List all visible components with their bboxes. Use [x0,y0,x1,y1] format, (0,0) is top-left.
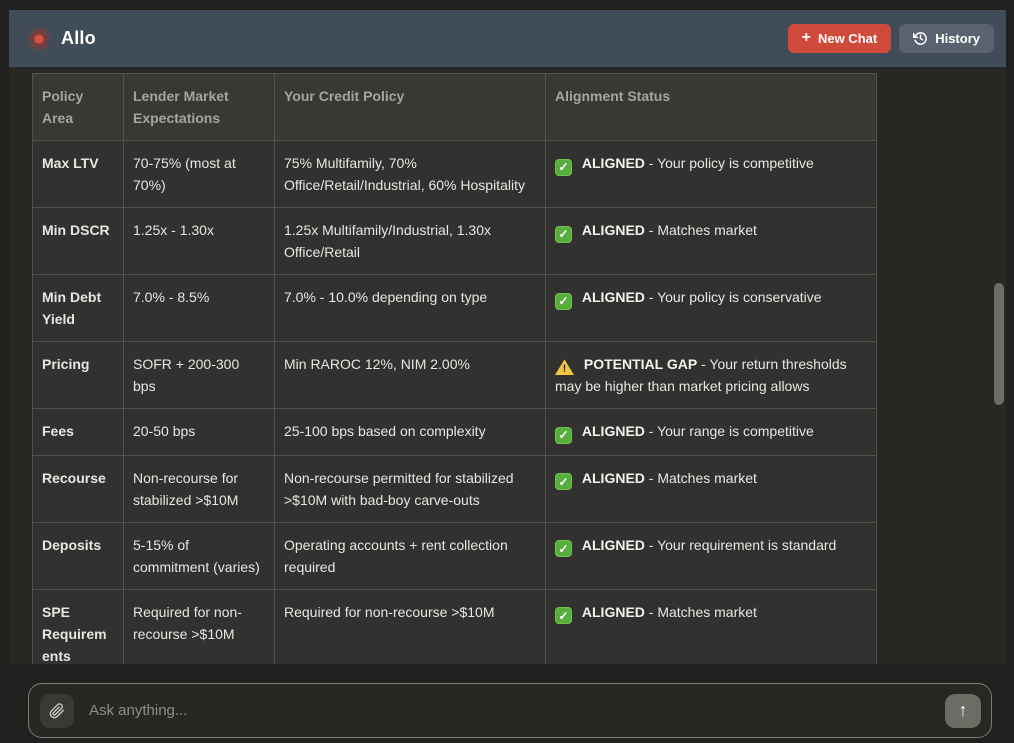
vertical-scrollbar-thumb[interactable] [994,283,1004,405]
paperclip-icon [49,702,64,718]
policy-alignment-table: Policy Area Lender Market Expectations Y… [32,73,877,664]
history-clock-icon [913,32,928,45]
market-cell: 7.0% - 8.5% [123,274,275,342]
policy-area-cell: Min Debt Yield [32,274,124,342]
table-row: Pricing SOFR + 200-300 bps Min RAROC 12%… [32,341,877,409]
policy-area-cell: SPE Requirements [32,588,124,664]
credit-policy-cell: 1.25x Multifamily/Industrial, 1.30x Offi… [274,207,546,275]
table-row: Min DSCR 1.25x - 1.30x 1.25x Multifamily… [32,207,877,275]
aligned-check-icon [555,158,572,176]
credit-policy-cell: 25-100 bps based on complexity [274,408,546,456]
policy-area-cell: Deposits [32,521,124,590]
market-cell: Required for non-recourse >$10M [123,588,275,664]
new-chat-label: New Chat [817,31,878,46]
policy-area-cell: Min DSCR [32,207,124,275]
status-text: - Your policy is conservative [648,289,822,305]
table-row: Recourse Non-recourse for stabilized >$1… [32,454,877,523]
status-label: ALIGNED [581,155,645,171]
aligned-check-icon [555,292,572,310]
status-text: - Your policy is competitive [648,155,814,171]
brand: Allo [27,27,96,51]
status-cell: ALIGNED - Your requirement is standard [545,521,877,590]
status-text: - Your range is competitive [648,423,814,439]
table-header-row: Policy Area Lender Market Expectations Y… [32,73,877,141]
col-header-credit-policy: Your Credit Policy [274,73,546,141]
market-cell: Non-recourse for stabilized >$10M [123,454,275,523]
app-title: Allo [61,28,96,48]
aligned-check-icon [555,607,572,624]
status-cell: ALIGNED - Your range is competitive [545,408,877,456]
status-cell: ALIGNED - Matches market [545,454,877,523]
status-cell: POTENTIAL GAP - Your return thresholds m… [545,341,877,409]
status-label: ALIGNED [581,423,645,439]
market-cell: 1.25x - 1.30x [123,207,275,275]
message-composer: ↑ [28,683,992,738]
history-button[interactable]: History [899,24,994,53]
market-cell: 70-75% (most at 70%) [123,140,275,208]
status-cell: ALIGNED - Your policy is conservative [545,274,877,342]
status-label: ALIGNED [581,603,645,620]
status-text: - Your requirement is standard [648,536,837,553]
allo-logo-starburst-icon [28,27,50,50]
market-cell: 20-50 bps [123,408,275,456]
credit-policy-cell: 75% Multifamily, 70% Office/Retail/Indus… [274,140,546,208]
aligned-check-icon [555,473,572,490]
table-row: Fees 20-50 bps 25-100 bps based on compl… [32,408,877,456]
send-button[interactable]: ↑ [945,693,981,728]
policy-area-cell: Max LTV [32,140,124,208]
history-label: History [935,31,980,46]
new-chat-button[interactable]: + New Chat [787,24,892,53]
aligned-check-icon [555,225,572,243]
policy-area-cell: Fees [32,408,124,456]
market-cell: 5-15% of commitment (varies) [123,521,275,590]
status-cell: ALIGNED - Matches market [545,207,877,275]
status-label: ALIGNED [581,222,645,238]
status-label: ALIGNED [581,536,645,553]
credit-policy-cell: Min RAROC 12%, NIM 2.00% [274,341,546,409]
table-row: Deposits 5-15% of commitment (varies) Op… [32,521,877,590]
market-cell: SOFR + 200-300 bps [123,341,275,409]
status-cell: ALIGNED - Matches market [545,588,877,664]
attach-file-button[interactable] [40,693,74,728]
status-cell: ALIGNED - Your policy is competitive [545,140,877,208]
credit-policy-cell: 7.0% - 10.0% depending on type [274,274,546,342]
policy-area-cell: Recourse [32,454,124,523]
status-text: - Matches market [648,222,757,238]
status-label: ALIGNED [581,469,645,486]
table-row: Min Debt Yield 7.0% - 8.5% 7.0% - 10.0% … [32,274,877,342]
plus-icon: + [801,29,811,46]
table-row: SPE Requirements Required for non-recour… [32,588,877,664]
col-header-lender-market: Lender Market Expectations [123,73,275,141]
ask-anything-input[interactable] [89,702,945,719]
table-row: Max LTV 70-75% (most at 70%) 75% Multifa… [32,140,877,208]
policy-area-cell: Pricing [32,341,124,409]
topbar-actions: + New Chat History [787,24,994,53]
credit-policy-cell: Operating accounts + rent collection req… [274,521,546,590]
warning-icon [555,359,574,375]
status-text: - Matches market [648,469,757,486]
chat-scroll-area[interactable]: Policy Area Lender Market Expectations Y… [9,67,1006,664]
status-label: ALIGNED [581,289,645,305]
status-text: - Your return thresholds may be higher t… [555,356,847,394]
arrow-up-icon: ↑ [958,700,968,720]
credit-policy-cell: Non-recourse permitted for stabilized >$… [274,454,546,523]
aligned-check-icon [555,540,572,557]
credit-policy-cell: Required for non-recourse >$10M [274,588,546,664]
aligned-check-icon [555,426,572,444]
topbar: Allo + New Chat History [9,10,1006,67]
col-header-alignment-status: Alignment Status [545,73,877,141]
status-text: - Matches market [648,603,757,620]
col-header-policy-area: Policy Area [32,73,124,141]
status-label: POTENTIAL GAP [583,356,698,372]
